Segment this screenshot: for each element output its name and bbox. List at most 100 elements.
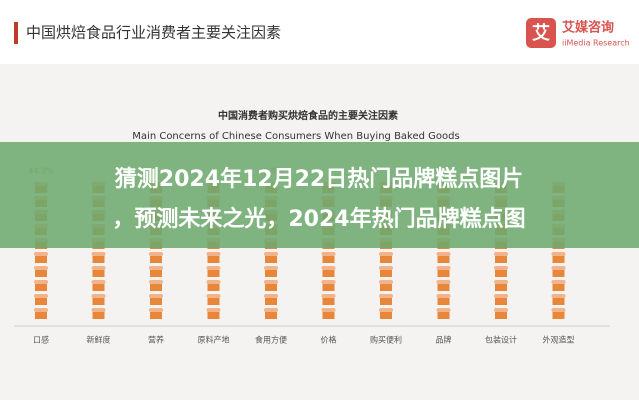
cake-top	[149, 308, 163, 312]
cake-top	[494, 294, 508, 298]
cake-body	[265, 312, 277, 319]
cake-top	[494, 266, 508, 270]
cake-body	[552, 312, 565, 319]
cake-top	[206, 252, 221, 256]
cake-top	[321, 252, 336, 256]
cake-body	[92, 256, 105, 263]
category-label: 价格	[321, 335, 337, 345]
cake-body	[150, 284, 162, 291]
cake-body	[92, 284, 105, 291]
cake-top	[321, 266, 336, 270]
cake-body	[35, 312, 47, 319]
cake-body	[265, 284, 277, 291]
cake-body	[150, 312, 162, 319]
logo-box	[526, 18, 556, 48]
logo-name: 艾媒咨询	[562, 20, 614, 36]
cake-top	[436, 280, 451, 284]
cake-top	[206, 308, 221, 312]
cake-body	[35, 270, 47, 277]
cake-top	[436, 308, 451, 312]
cake-body	[265, 270, 277, 277]
cake-top	[551, 294, 566, 298]
cake-body	[380, 284, 392, 291]
cake-top	[321, 308, 336, 312]
banner-line1: 猜测2024年12月22日热门品牌糕点图片	[114, 166, 523, 192]
cake-top	[34, 266, 48, 270]
cake-top	[91, 294, 106, 298]
category-label: 原料产地	[198, 335, 230, 345]
cake-top	[436, 294, 451, 298]
cake-body	[150, 256, 162, 263]
cake-body	[35, 298, 47, 305]
cake-body	[380, 298, 392, 305]
cake-body	[322, 256, 335, 263]
cake-body	[437, 284, 450, 291]
cake-top	[34, 252, 48, 256]
banner	[0, 142, 639, 248]
cake-top	[91, 252, 106, 256]
cake-body	[380, 270, 392, 277]
cake-top	[379, 266, 393, 270]
cake-top	[321, 294, 336, 298]
cake-top	[379, 294, 393, 298]
cake-top	[264, 252, 278, 256]
header-title: 中国烘焙食品行业消费者主要关注因素	[26, 24, 281, 42]
cake-body	[150, 270, 162, 277]
cake-body	[495, 284, 507, 291]
cake-body	[35, 284, 47, 291]
category-label: 外观造型	[543, 335, 575, 345]
cake-top	[551, 266, 566, 270]
cake-body	[552, 256, 565, 263]
cake-top	[264, 308, 278, 312]
logo-mark: 艾	[532, 22, 550, 44]
cake-top	[34, 308, 48, 312]
category-label: 营养	[148, 335, 164, 345]
cake-top	[436, 252, 451, 256]
cake-top	[206, 266, 221, 270]
cake-body	[207, 312, 220, 319]
cake-top	[206, 280, 221, 284]
cake-body	[437, 312, 450, 319]
cake-top	[91, 266, 106, 270]
cake-top	[379, 252, 393, 256]
cake-top	[321, 280, 336, 284]
cake-body	[437, 298, 450, 305]
category-label: 新鲜度	[87, 335, 111, 345]
cake-top	[379, 308, 393, 312]
chart-subtitle: Main Concerns of Chinese Consumers When …	[132, 131, 459, 142]
cake-top	[436, 266, 451, 270]
cake-body	[322, 312, 335, 319]
cake-top	[494, 252, 508, 256]
cake-body	[495, 298, 507, 305]
category-label: 食用方便	[255, 335, 287, 345]
cake-top	[34, 294, 48, 298]
cake-top	[494, 280, 508, 284]
cake-body	[92, 270, 105, 277]
cake-body	[380, 312, 392, 319]
cake-body	[437, 270, 450, 277]
cake-top	[264, 280, 278, 284]
cake-body	[150, 298, 162, 305]
cake-body	[552, 284, 565, 291]
header-accent	[14, 22, 18, 44]
cake-top	[264, 266, 278, 270]
banner-line2: ，预测未来之光，2024年热门品牌糕点图	[112, 206, 525, 232]
cake-top	[206, 294, 221, 298]
cake-body	[495, 312, 507, 319]
cake-body	[437, 256, 450, 263]
cake-body	[265, 298, 277, 305]
cake-body	[207, 284, 220, 291]
cake-body	[207, 256, 220, 263]
category-label: 包装设计	[485, 335, 517, 345]
cake-body	[322, 298, 335, 305]
cake-body	[322, 270, 335, 277]
cake-top	[264, 294, 278, 298]
logo-sub: iiMedia Research	[562, 39, 630, 48]
category-label: 购买便利	[370, 335, 402, 345]
cake-top	[551, 252, 566, 256]
cake-body	[552, 298, 565, 305]
cake-body	[380, 256, 392, 263]
cake-top	[91, 280, 106, 284]
cake-body	[92, 312, 105, 319]
